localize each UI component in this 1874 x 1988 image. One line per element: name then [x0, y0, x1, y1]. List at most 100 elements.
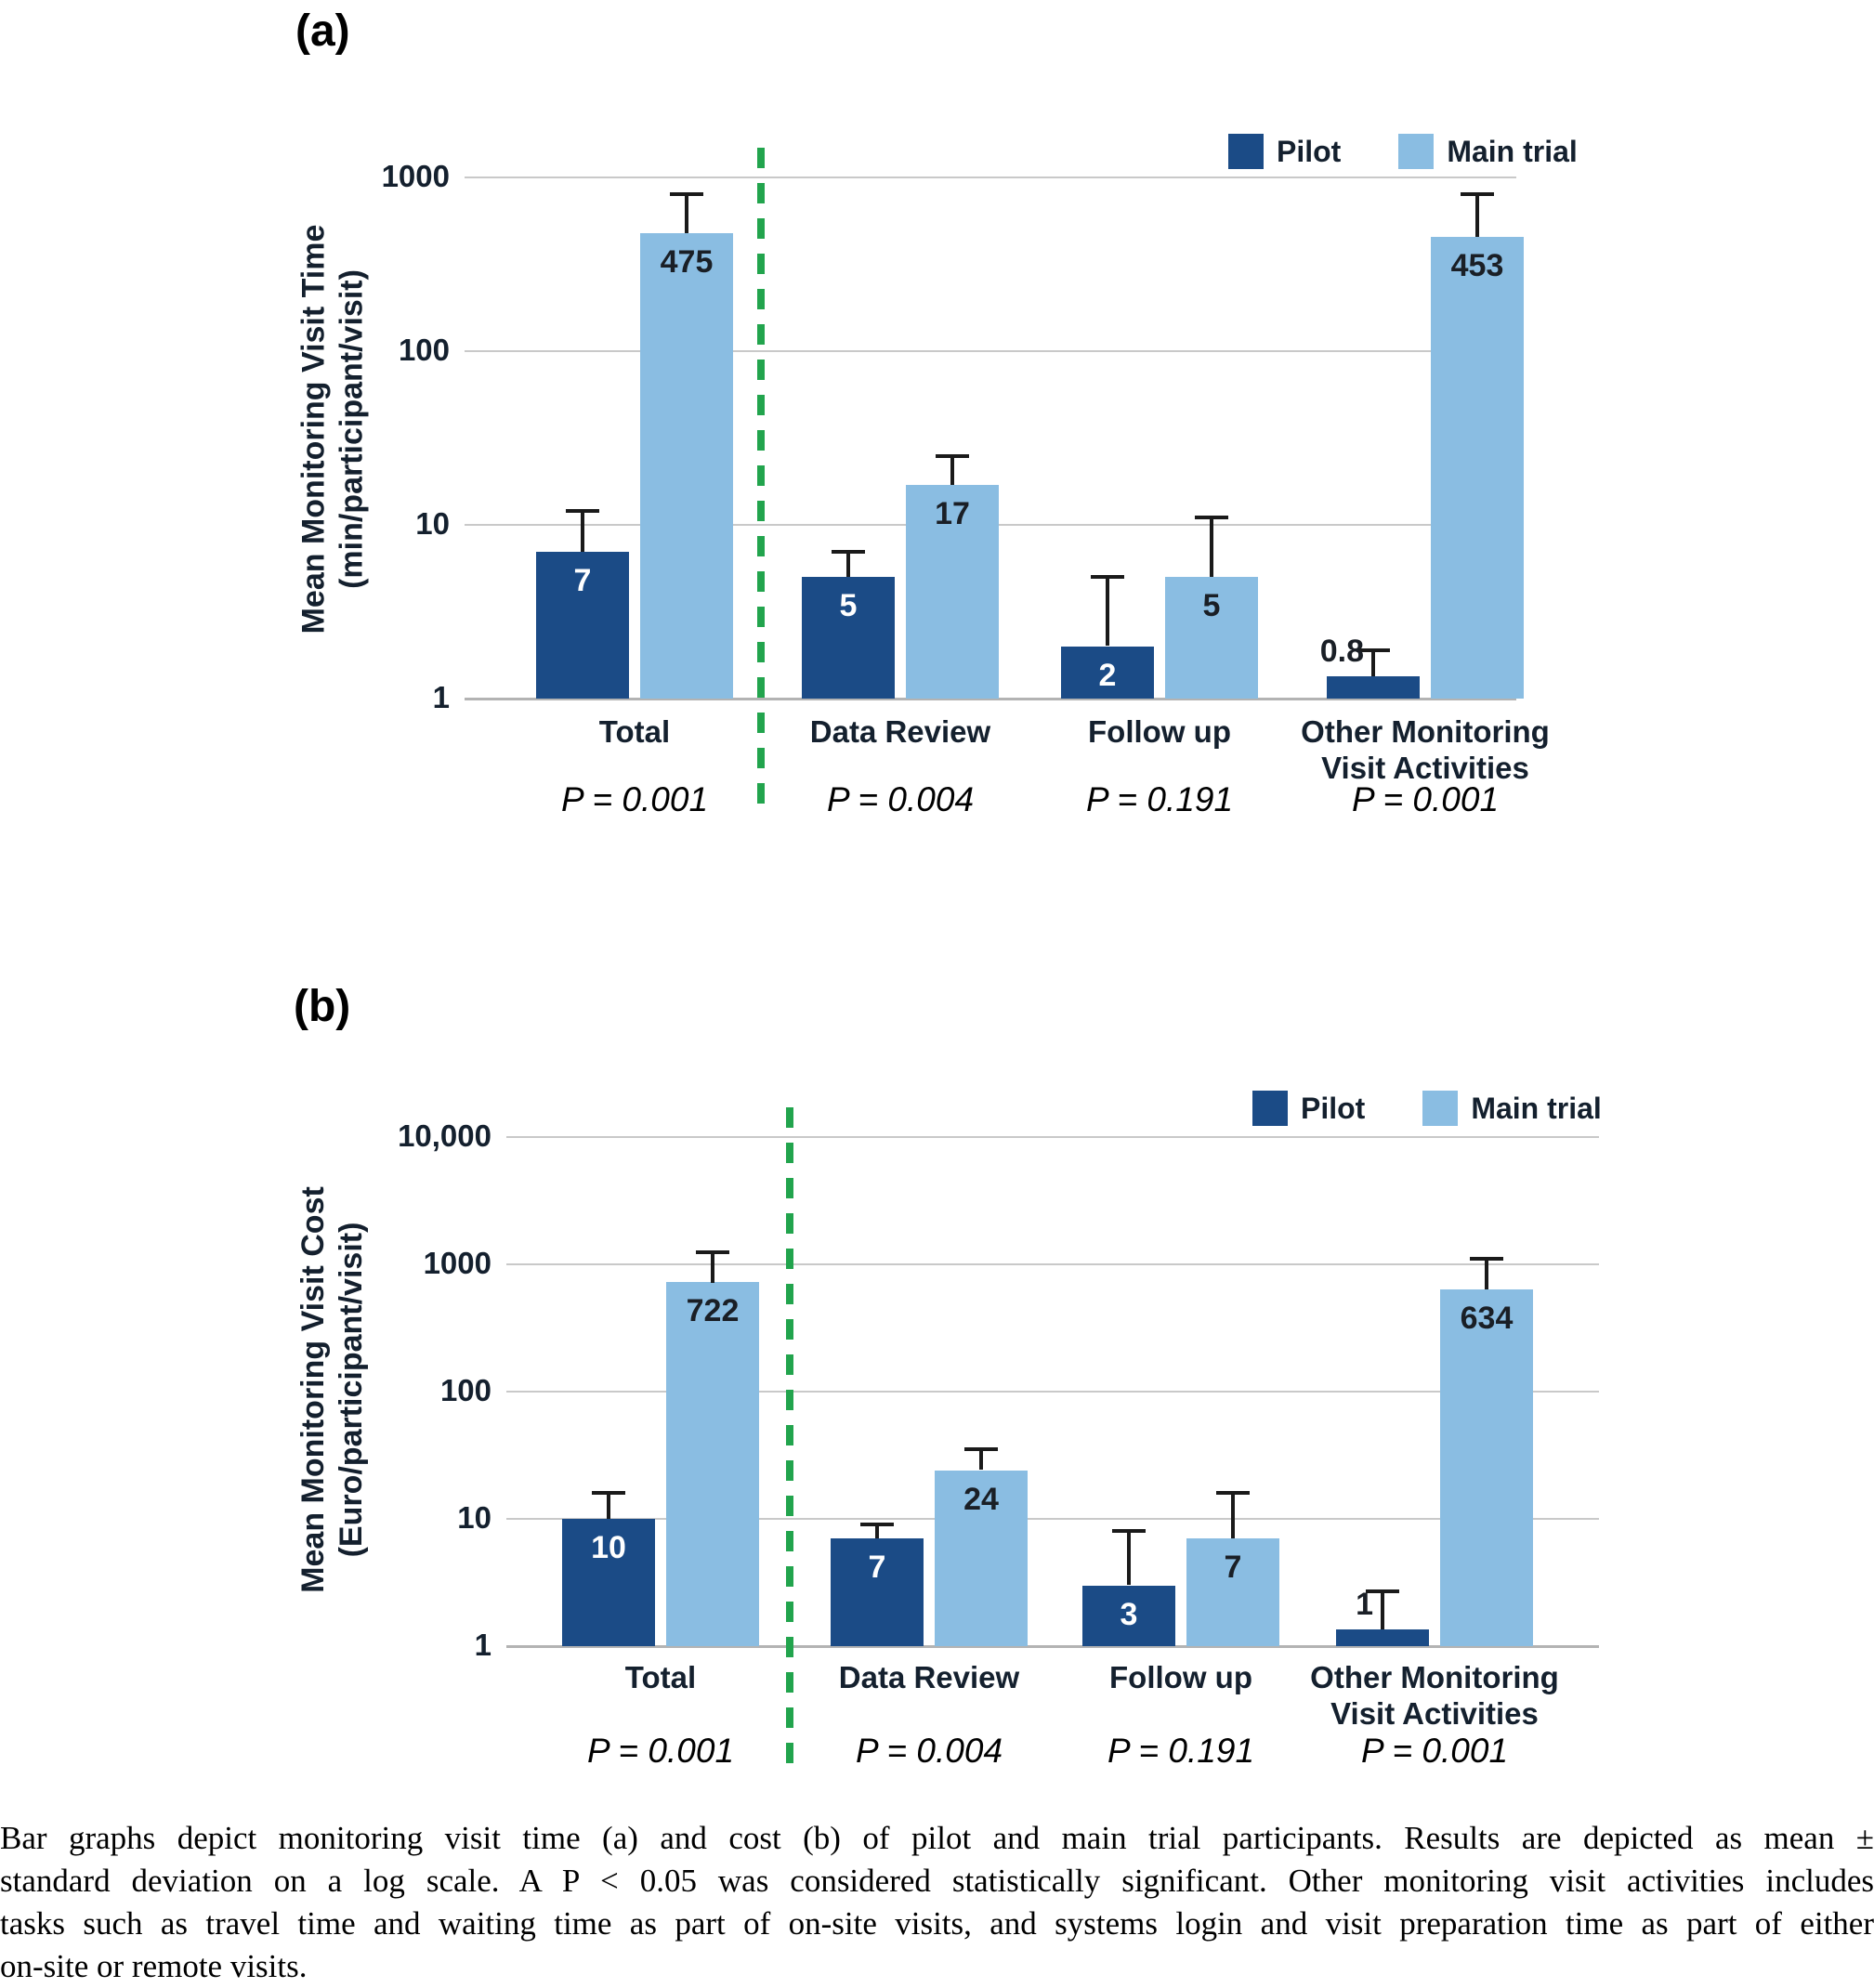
legend-swatch-pilot	[1252, 1091, 1288, 1126]
bar-pilot-other-monitoring	[1327, 676, 1420, 699]
error-bar-stem	[950, 456, 954, 485]
error-bar-stem	[1106, 577, 1109, 646]
error-bar-stem	[1127, 1531, 1131, 1585]
gridline-a-1	[465, 698, 1516, 700]
bar-pilot-follow-up	[1082, 1586, 1175, 1646]
bar-pilot-other-monitoring	[1336, 1629, 1429, 1646]
error-bar-cap	[832, 550, 865, 554]
error-bar-stem	[1485, 1259, 1488, 1289]
p-value-label: P = 0.001	[1351, 780, 1500, 818]
error-bar-cap	[860, 1523, 894, 1526]
bar-pilot-follow-up	[1061, 647, 1154, 699]
error-bar-stem	[979, 1449, 983, 1470]
bar-value-label: 7	[1224, 1550, 1242, 1585]
panel-b-label: (b)	[294, 982, 351, 1031]
y-tick-label: 100	[439, 1373, 491, 1407]
bar-pilot-total	[536, 552, 629, 699]
y-axis-title-line2: (min/participant/visit)	[333, 269, 369, 589]
error-bar-stem	[1475, 194, 1479, 237]
bar-main-trial-total	[640, 233, 733, 699]
y-axis-title-line1: Mean Monitoring Visit Time	[295, 224, 331, 634]
bar-value-label: 2	[1098, 658, 1117, 693]
error-bar-stem	[581, 511, 584, 552]
bar-value-label: 7	[573, 563, 592, 598]
gridline-b-10,000	[506, 1136, 1599, 1138]
gridline-b-1	[506, 1645, 1599, 1648]
bar-pilot-total	[562, 1519, 655, 1646]
legend-label-main-trial: Main trial	[1471, 1091, 1602, 1125]
error-bar-cap	[1091, 575, 1124, 579]
y-tick-label: 1000	[423, 1246, 491, 1280]
error-bar-stem	[875, 1524, 879, 1538]
x-category-label: Total	[624, 1660, 697, 1694]
bar-value-label: 0.8	[1319, 634, 1364, 669]
bar-pilot-data-review	[802, 577, 895, 699]
bar-main-trial-follow-up	[1186, 1538, 1279, 1646]
error-bar-cap	[1112, 1529, 1146, 1533]
bar-value-label: 1	[1356, 1587, 1373, 1622]
error-bar-stem	[1210, 517, 1213, 577]
bar-value-label: 7	[868, 1550, 886, 1585]
legend-label-main-trial: Main trial	[1447, 134, 1578, 168]
p-value-label: P = 0.001	[586, 1732, 735, 1770]
bar-value-label: 453	[1450, 248, 1504, 283]
gridline-a-100	[465, 350, 1516, 352]
legend-panel-b: Pilot Main trial	[1252, 1091, 1602, 1126]
p-value-label: P = 0.191	[1107, 1732, 1255, 1770]
error-bar-cap	[592, 1491, 625, 1495]
y-tick-label: 10,000	[398, 1118, 491, 1153]
p-value-label: P = 0.004	[826, 780, 975, 818]
y-tick-label: 1000	[381, 159, 450, 193]
x-category-label: Visit Activities	[1321, 751, 1529, 785]
bar-main-trial-other-monitoring	[1431, 237, 1524, 699]
x-category-label: Data Review	[809, 714, 991, 749]
x-category-label: Visit Activities	[1330, 1696, 1539, 1731]
x-category-label: Data Review	[838, 1660, 1020, 1694]
bar-value-label: 17	[935, 496, 970, 531]
bar-value-label: 3	[1120, 1597, 1138, 1632]
y-axis-title-panel-a: Mean Monitoring Visit Time (min/particip…	[54, 150, 611, 708]
error-bar-stem	[1371, 650, 1375, 676]
panel-a-label: (a)	[295, 7, 350, 56]
y-tick-label: 1	[474, 1628, 491, 1662]
error-bar-stem	[685, 194, 688, 233]
bar-value-label: 24	[963, 1482, 999, 1517]
legend-label-pilot: Pilot	[1301, 1091, 1366, 1125]
x-category-label: Other Monitoring	[1301, 714, 1550, 749]
bar-value-label: 634	[1460, 1301, 1514, 1336]
error-bar-stem	[1381, 1591, 1384, 1629]
error-bar-cap	[1461, 192, 1494, 196]
error-bar-cap	[1470, 1257, 1503, 1261]
error-bar-cap	[696, 1250, 729, 1254]
caption-line: on-site or remote visits.	[0, 1948, 308, 1984]
legend-swatch-main-trial	[1422, 1091, 1459, 1126]
error-bar-cap	[670, 192, 703, 196]
legend-label-pilot: Pilot	[1277, 134, 1342, 168]
figure-caption: Bar graphs depict monitoring visit time …	[0, 1817, 1874, 1988]
gridline-b-1000	[506, 1263, 1599, 1265]
y-tick-label: 1	[432, 680, 450, 714]
error-bar-cap	[1366, 1589, 1399, 1593]
error-bar-cap	[566, 509, 599, 513]
gridline-a-1000	[465, 177, 1516, 178]
group-divider-line	[757, 148, 765, 806]
bar-main-trial-data-review	[906, 485, 999, 699]
legend-panel-a: Pilot Main trial	[1228, 134, 1578, 169]
x-category-label: Follow up	[1088, 714, 1231, 749]
error-bar-cap	[936, 454, 969, 458]
p-value-label: P = 0.004	[855, 1732, 1003, 1770]
caption-line: Bar graphs depict monitoring visit time …	[0, 1820, 1874, 1856]
y-tick-label: 100	[398, 333, 450, 367]
bar-main-trial-other-monitoring	[1440, 1289, 1533, 1646]
legend-swatch-main-trial	[1398, 134, 1435, 169]
error-bar-stem	[711, 1252, 714, 1283]
error-bar-cap	[1195, 516, 1228, 519]
x-category-label: Other Monitoring	[1310, 1660, 1559, 1694]
p-value-label: P = 0.001	[560, 780, 709, 818]
p-value-label: P = 0.191	[1085, 780, 1234, 818]
bar-value-label: 5	[1202, 588, 1221, 623]
error-bar-cap	[1216, 1491, 1250, 1495]
error-bar-stem	[607, 1493, 610, 1519]
caption-line: standard deviation on a log scale. A P <…	[0, 1863, 1874, 1899]
